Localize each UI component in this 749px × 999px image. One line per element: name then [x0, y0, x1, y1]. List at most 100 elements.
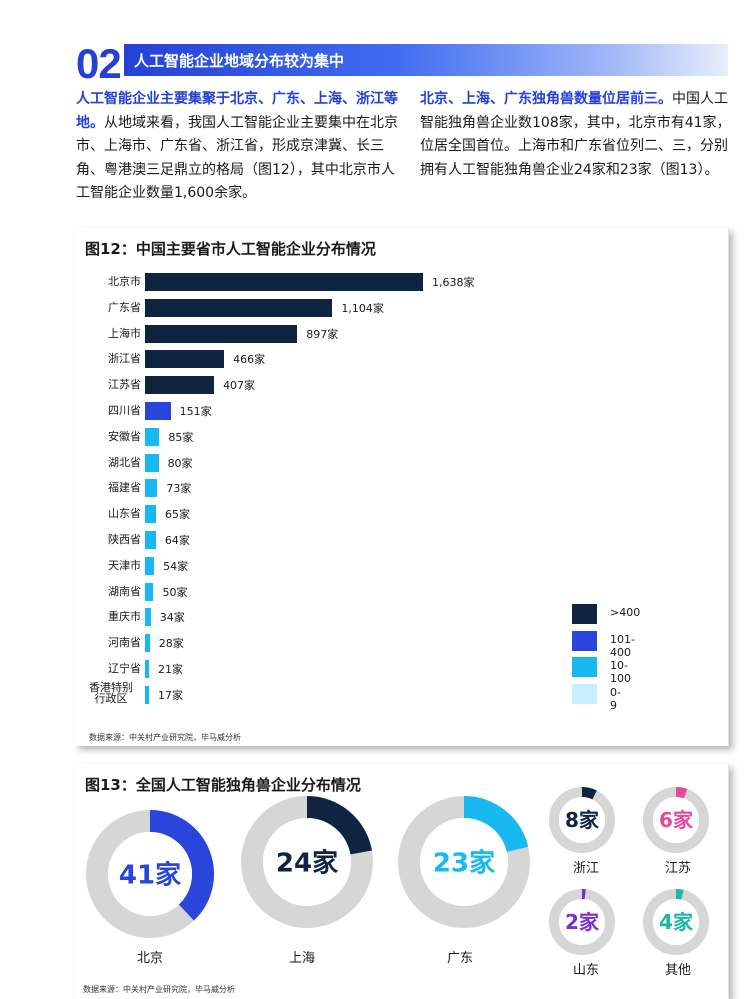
paragraph-right: 北京、上海、广东独角兽数量位居前三。中国人工智能独角兽企业数108家，其中，北京… — [420, 88, 732, 182]
bar — [145, 531, 156, 549]
bar — [145, 685, 149, 704]
bar-category-label: 重庆市 — [108, 610, 141, 624]
bar-category-label-line: 香港特别 — [89, 680, 133, 694]
bar-value-label: 28家 — [158, 637, 184, 651]
bar-category-label: 天津市 — [108, 558, 141, 572]
bar-value-label: 17家 — [158, 688, 183, 702]
bar-value-label: 1,638家 — [432, 276, 475, 289]
bar — [145, 660, 149, 678]
paragraph-left-highlight: 人工智能企业主要集聚于北京、广东、上海、浙江等地。 — [76, 91, 398, 131]
bar-value-label: 73家 — [166, 482, 192, 496]
bar-value-label: 50家 — [162, 585, 188, 599]
bar-category-label: 湖南省 — [108, 584, 141, 598]
bar-value-label: 21家 — [158, 663, 183, 676]
donut-category-label: 广东 — [447, 951, 473, 966]
bar-value-label: 34家 — [159, 611, 185, 625]
bar-value-label: 85家 — [168, 430, 194, 444]
bar-category-label: 陕西省 — [108, 533, 141, 546]
legend-label: >400 — [610, 606, 641, 619]
bar — [145, 324, 298, 343]
donut-hole — [653, 899, 699, 945]
figure-13-source: 数据来源：中关村产业研究院，毕马威分析 — [83, 985, 235, 994]
figure-13-card: 41家 北京 24家 上海 23家 广东 8家 浙江 6家 江苏 2家 山东 4家 其他 图13：全国人工… — [75, 764, 729, 999]
bar-value-label: 80家 — [167, 456, 193, 470]
bar — [145, 505, 157, 524]
bar-value-label: 54家 — [163, 559, 189, 573]
bar — [145, 350, 225, 369]
bar — [145, 453, 159, 472]
bar-value-label: 466家 — [233, 353, 266, 367]
legend-swatch — [572, 683, 597, 704]
donut-value-label: 24家 — [276, 847, 338, 878]
donut-hole — [108, 832, 192, 916]
donut-category-label: 北京 — [137, 951, 163, 966]
bar-category-label: 湖北省 — [108, 455, 141, 469]
figure-13-title: 图13：全国人工智能独角兽企业分布情况 — [85, 776, 361, 794]
donut-value-label: 41家 — [119, 859, 181, 890]
donut-value-label: 23家 — [433, 847, 495, 878]
donut-slice — [149, 810, 214, 921]
donut-hole — [559, 899, 605, 945]
donut-slice — [306, 796, 372, 855]
bar-category-label: 河南省 — [108, 636, 141, 650]
legend-label: 10-100 — [610, 659, 631, 685]
bar-category-label: 辽宁省 — [108, 662, 141, 675]
paragraph-right-highlight: 北京、上海、广东独角兽数量位居前三。 — [420, 91, 672, 107]
donut-value-label: 8家 — [565, 808, 600, 832]
bar — [145, 608, 151, 627]
donut-category-label: 其他 — [665, 963, 691, 978]
bar-category-label: 广东省 — [108, 300, 141, 314]
legend-label: 0-9 — [610, 685, 621, 712]
paragraph-left: 人工智能企业主要集聚于北京、广东、上海、浙江等地。从地域来看，我国人工智能企业主… — [76, 88, 406, 206]
legend-label: 101-400 — [610, 632, 635, 659]
bar-value-label: 897家 — [306, 327, 339, 341]
bar — [145, 402, 171, 420]
figure-12-card: 北京市 1,638家 广东省 1,104家 上海市 897家 浙江省 466家 江苏省 407家四… — [75, 228, 729, 746]
donut-hole — [653, 797, 699, 843]
donut-hole — [263, 818, 351, 906]
donut-value-label: 2家 — [565, 910, 600, 934]
legend-swatch — [572, 604, 597, 624]
bar-category-label: 安徽省 — [108, 429, 141, 443]
bar-category-label: 上海市 — [108, 326, 141, 340]
bar-category-label: 福建省 — [108, 481, 141, 495]
bar — [145, 298, 333, 317]
bar — [145, 634, 150, 653]
donut-slice — [463, 796, 529, 853]
legend-swatch — [572, 657, 597, 677]
bar-chart: 北京市 1,638家 广东省 1,104家 上海市 897家 浙江省 466家 江苏省 407家四… — [75, 228, 729, 746]
bar-value-label: 1,104家 — [341, 301, 384, 315]
donut-slice — [675, 889, 684, 900]
bar-category-label-line: 行政区 — [94, 691, 128, 705]
bar-value-label: 65家 — [165, 508, 191, 522]
bar — [145, 556, 155, 575]
donut-slice — [675, 787, 688, 799]
donut-hole — [420, 818, 508, 906]
bar-value-label: 64家 — [164, 534, 190, 547]
legend-swatch — [572, 630, 597, 651]
bar — [145, 273, 423, 291]
donut-category-label: 浙江 — [573, 861, 599, 876]
bar-value-label: 407家 — [223, 379, 256, 393]
section-number: 02 — [76, 40, 122, 87]
figure-12-title: 图12：中国主要省市人工智能企业分布情况 — [85, 240, 376, 258]
bar — [145, 376, 215, 395]
section-title-bar: 人工智能企业地域分布较为集中 — [124, 44, 728, 76]
bar-category-label: 香港特别 行政区 — [81, 682, 141, 704]
bar-value-label: 151家 — [179, 405, 212, 418]
donut-slice — [581, 787, 597, 800]
bar-category-label: 江苏省 — [108, 378, 141, 392]
bar — [145, 427, 160, 446]
donut-category-label: 山东 — [573, 963, 599, 978]
donut-category-label: 上海 — [289, 951, 315, 966]
donut-hole — [559, 797, 605, 843]
bar-category-label: 四川省 — [108, 404, 141, 417]
bar-category-label: 浙江省 — [108, 352, 141, 366]
